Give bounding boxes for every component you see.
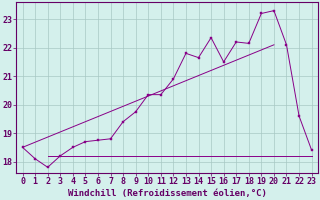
X-axis label: Windchill (Refroidissement éolien,°C): Windchill (Refroidissement éolien,°C) — [68, 189, 267, 198]
